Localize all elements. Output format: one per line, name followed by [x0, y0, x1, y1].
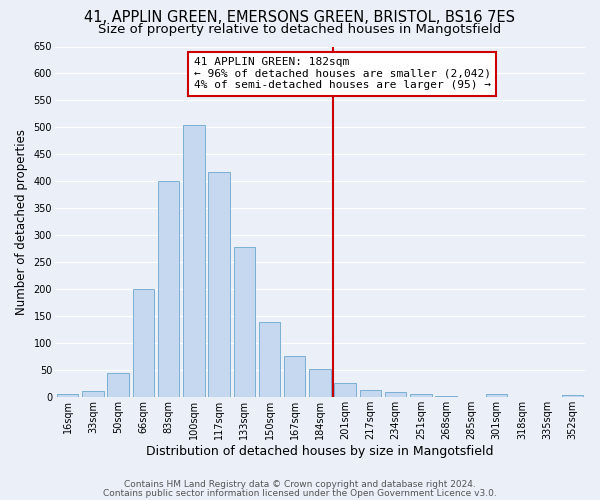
Bar: [385, 392, 406, 397]
Bar: [133, 289, 154, 397]
Text: 41 APPLIN GREEN: 182sqm
← 96% of detached houses are smaller (2,042)
4% of semi-: 41 APPLIN GREEN: 182sqm ← 96% of detache…: [194, 58, 491, 90]
Text: Contains HM Land Registry data © Crown copyright and database right 2024.: Contains HM Land Registry data © Crown c…: [124, 480, 476, 489]
Text: Contains public sector information licensed under the Open Government Licence v3: Contains public sector information licen…: [103, 488, 497, 498]
Bar: [360, 390, 381, 397]
Y-axis label: Number of detached properties: Number of detached properties: [15, 128, 28, 314]
Bar: [259, 322, 280, 397]
Bar: [57, 394, 79, 397]
Bar: [486, 394, 508, 397]
Bar: [183, 124, 205, 397]
Bar: [436, 396, 457, 397]
Bar: [334, 384, 356, 397]
Bar: [107, 372, 129, 397]
Bar: [233, 247, 255, 397]
X-axis label: Distribution of detached houses by size in Mangotsfield: Distribution of detached houses by size …: [146, 444, 494, 458]
Bar: [82, 392, 104, 397]
Bar: [309, 369, 331, 397]
Text: 41, APPLIN GREEN, EMERSONS GREEN, BRISTOL, BS16 7ES: 41, APPLIN GREEN, EMERSONS GREEN, BRISTO…: [85, 10, 515, 25]
Bar: [562, 394, 583, 397]
Text: Size of property relative to detached houses in Mangotsfield: Size of property relative to detached ho…: [98, 22, 502, 36]
Bar: [410, 394, 431, 397]
Bar: [284, 356, 305, 397]
Bar: [208, 172, 230, 397]
Bar: [158, 181, 179, 397]
